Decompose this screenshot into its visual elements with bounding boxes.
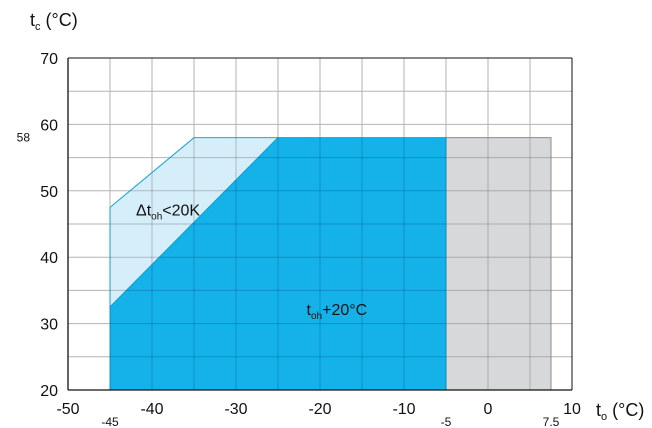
x-tick-label: -40 bbox=[140, 401, 163, 418]
y-tick-label: 60 bbox=[40, 117, 58, 134]
y-subscript: c bbox=[35, 21, 41, 33]
grey-region bbox=[445, 137, 552, 391]
y-tick-label: 50 bbox=[40, 184, 58, 201]
x-extra-tick-label: 7.5 bbox=[543, 415, 560, 428]
x-extra-tick-label: -45 bbox=[101, 415, 119, 428]
delta-annotation-subscript: oh bbox=[151, 211, 162, 222]
x-tick-label: 0 bbox=[484, 401, 493, 418]
grid-overlay-grey-region bbox=[446, 137, 551, 390]
x-tick-label: -30 bbox=[224, 401, 247, 418]
x-tick-label: 10 bbox=[563, 401, 581, 418]
delta-annotation: Δtoh<20K bbox=[136, 202, 200, 222]
y-main: t bbox=[30, 10, 35, 30]
y-extra-tick-label: 58 bbox=[17, 131, 31, 145]
x-extra-tick-label: -5 bbox=[441, 415, 452, 428]
regions bbox=[109, 137, 552, 391]
delta-annotation-main: Δt bbox=[136, 202, 152, 219]
toh-annotation-main: t bbox=[307, 302, 312, 319]
x-unit: (°C) bbox=[607, 400, 644, 420]
y-tick-label: 30 bbox=[40, 317, 58, 334]
x-tick-label: -10 bbox=[392, 401, 415, 418]
x-main: t bbox=[596, 400, 601, 420]
tick-labels: -50 -40 -30 -20 -10 0 10 20 30 40 50 60 70 -45 -5 7.5 58 bbox=[17, 51, 581, 428]
axes bbox=[67, 57, 573, 391]
delta-annotation-rest: <20K bbox=[162, 202, 200, 219]
x-axis-title: to (°C) bbox=[596, 400, 644, 423]
y-tick-label: 70 bbox=[40, 51, 58, 68]
x-subscript: o bbox=[601, 411, 607, 423]
y-axis-title: tc (°C) bbox=[30, 10, 78, 33]
y-tick-label: 40 bbox=[40, 250, 58, 267]
y-unit: (°C) bbox=[41, 10, 78, 30]
y-tick-label: 20 bbox=[40, 383, 58, 400]
toh-annotation: toh+20°C bbox=[307, 302, 368, 322]
toh-annotation-rest: +20°C bbox=[322, 302, 367, 319]
toh-annotation-subscript: oh bbox=[311, 311, 322, 322]
x-tick-label: -50 bbox=[56, 401, 79, 418]
x-tick-label: -20 bbox=[308, 401, 331, 418]
